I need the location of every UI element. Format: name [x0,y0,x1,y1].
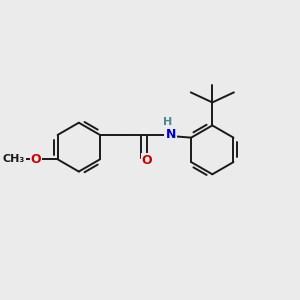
Text: O: O [31,153,41,166]
Text: O: O [142,154,152,167]
Text: H: H [163,117,172,127]
Text: CH₃: CH₃ [3,154,25,164]
Text: N: N [166,128,176,141]
